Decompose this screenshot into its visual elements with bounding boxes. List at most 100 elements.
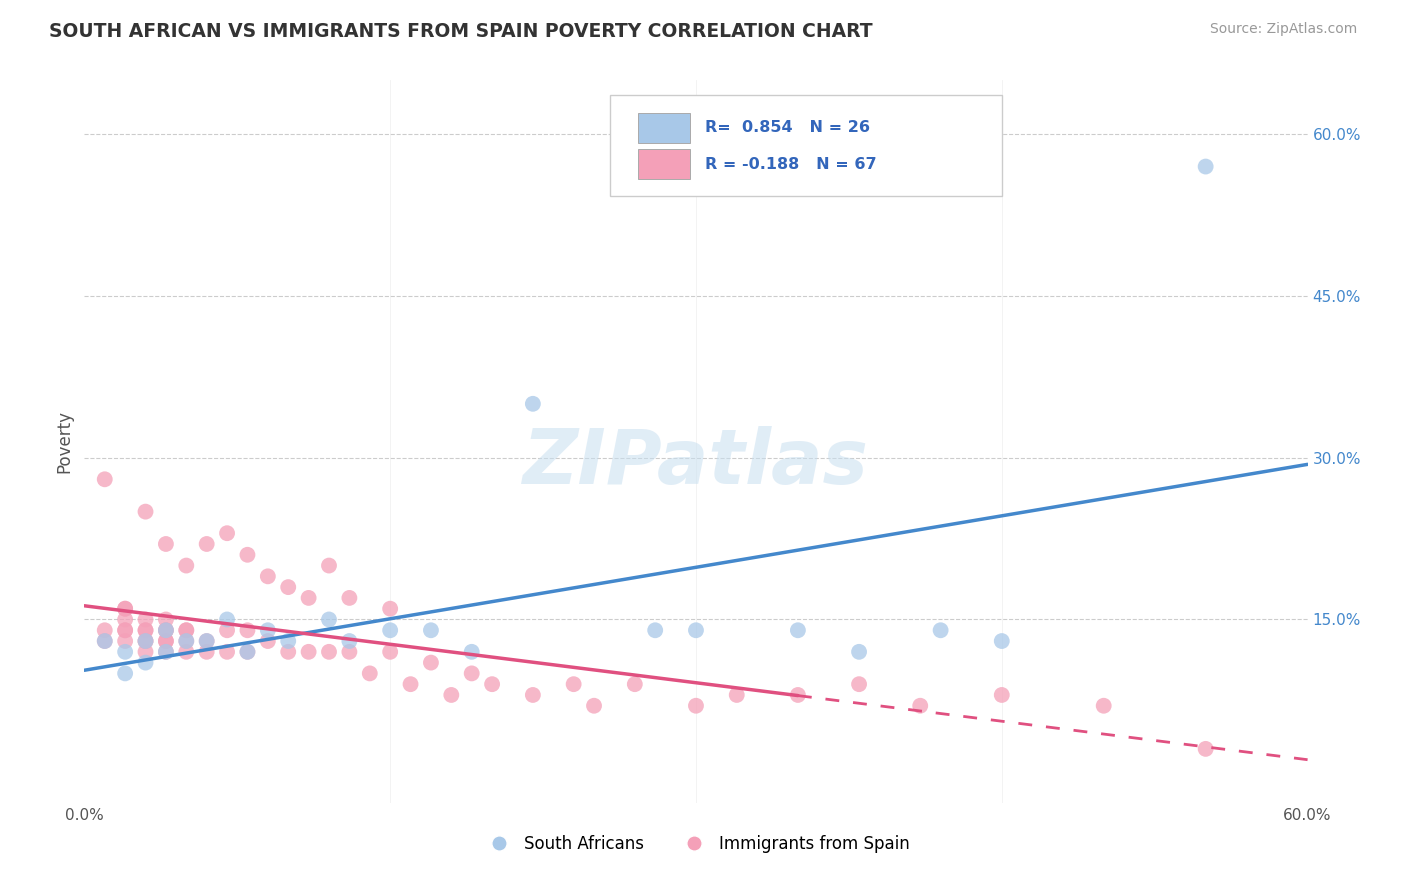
Point xyxy=(155,612,177,626)
Point xyxy=(236,624,259,638)
Text: R = -0.188   N = 67: R = -0.188 N = 67 xyxy=(704,157,876,171)
Text: ZIPatlas: ZIPatlas xyxy=(523,426,869,500)
Point xyxy=(787,624,810,638)
Point xyxy=(174,634,197,648)
Point xyxy=(195,634,218,648)
Point xyxy=(135,505,157,519)
Point xyxy=(1195,160,1218,174)
Point xyxy=(93,624,115,638)
Point xyxy=(298,645,321,659)
Point xyxy=(848,677,870,691)
FancyBboxPatch shape xyxy=(638,112,690,143)
Point xyxy=(236,645,259,659)
Point xyxy=(155,645,177,659)
Point xyxy=(217,645,239,659)
Y-axis label: Poverty: Poverty xyxy=(55,410,73,473)
FancyBboxPatch shape xyxy=(610,95,1002,196)
Point xyxy=(420,624,443,638)
Point xyxy=(174,634,197,648)
Point xyxy=(195,634,218,648)
Point xyxy=(114,624,136,638)
Point xyxy=(298,591,321,605)
Point xyxy=(339,634,361,648)
Point xyxy=(318,645,340,659)
Point xyxy=(624,677,647,691)
Point xyxy=(420,656,443,670)
Point xyxy=(277,580,299,594)
Point xyxy=(93,634,115,648)
Point xyxy=(380,601,402,615)
Point xyxy=(236,548,259,562)
Point xyxy=(277,634,299,648)
Point xyxy=(114,666,136,681)
Point xyxy=(236,645,259,659)
Point xyxy=(991,634,1014,648)
Point xyxy=(114,624,136,638)
Point xyxy=(522,397,544,411)
Point xyxy=(114,601,136,615)
Point xyxy=(155,634,177,648)
Point xyxy=(359,666,381,681)
Point xyxy=(135,656,157,670)
Point xyxy=(929,624,952,638)
Point xyxy=(562,677,585,691)
Point xyxy=(318,612,340,626)
Point xyxy=(848,645,870,659)
Point xyxy=(217,526,239,541)
Point xyxy=(217,612,239,626)
Point xyxy=(174,645,197,659)
Point xyxy=(114,634,136,648)
Point xyxy=(135,634,157,648)
Point xyxy=(257,624,280,638)
Point xyxy=(93,634,115,648)
Point xyxy=(583,698,606,713)
Point xyxy=(461,645,484,659)
Point xyxy=(644,624,666,638)
Point xyxy=(155,624,177,638)
Point xyxy=(114,601,136,615)
Point xyxy=(685,698,707,713)
Point xyxy=(195,537,218,551)
Point xyxy=(114,645,136,659)
Point xyxy=(174,558,197,573)
Point xyxy=(257,634,280,648)
Point xyxy=(155,645,177,659)
Text: R=  0.854   N = 26: R= 0.854 N = 26 xyxy=(704,120,869,136)
Point xyxy=(339,591,361,605)
Point xyxy=(440,688,463,702)
Point xyxy=(399,677,422,691)
Point xyxy=(174,624,197,638)
Point xyxy=(135,634,157,648)
Point xyxy=(114,612,136,626)
Point xyxy=(339,645,361,659)
Point xyxy=(318,558,340,573)
Point xyxy=(93,472,115,486)
Point xyxy=(1092,698,1115,713)
Point xyxy=(481,677,503,691)
Text: Source: ZipAtlas.com: Source: ZipAtlas.com xyxy=(1209,22,1357,37)
Point xyxy=(135,645,157,659)
Point xyxy=(380,645,402,659)
Point xyxy=(380,624,402,638)
Point xyxy=(991,688,1014,702)
Point xyxy=(174,624,197,638)
Point xyxy=(277,645,299,659)
Point xyxy=(135,634,157,648)
Point xyxy=(257,569,280,583)
Point xyxy=(195,645,218,659)
Point xyxy=(787,688,810,702)
Point xyxy=(135,624,157,638)
Point xyxy=(155,537,177,551)
Point xyxy=(725,688,748,702)
Legend: South Africans, Immigrants from Spain: South Africans, Immigrants from Spain xyxy=(475,828,917,860)
Point xyxy=(910,698,932,713)
Point xyxy=(461,666,484,681)
Point xyxy=(1195,742,1218,756)
FancyBboxPatch shape xyxy=(638,149,690,179)
Point xyxy=(135,624,157,638)
Point xyxy=(135,612,157,626)
Point xyxy=(155,624,177,638)
Point xyxy=(685,624,707,638)
Text: SOUTH AFRICAN VS IMMIGRANTS FROM SPAIN POVERTY CORRELATION CHART: SOUTH AFRICAN VS IMMIGRANTS FROM SPAIN P… xyxy=(49,22,873,41)
Point xyxy=(155,624,177,638)
